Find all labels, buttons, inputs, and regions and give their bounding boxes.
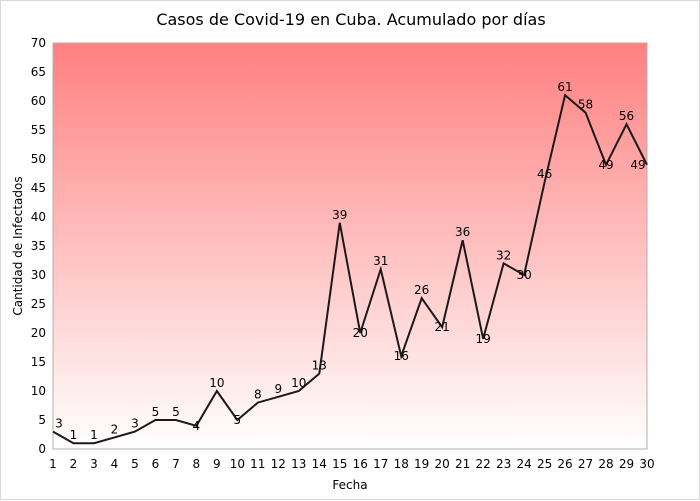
x-tick-label: 18 [394,457,409,471]
x-tick-label: 20 [435,457,450,471]
data-label: 13 [312,359,327,373]
data-label: 30 [516,268,531,282]
x-tick-label: 2 [70,457,78,471]
x-tick-label: 29 [619,457,634,471]
data-label: 39 [332,208,347,222]
y-tick-label: 45 [31,181,46,195]
y-tick-label: 50 [31,152,46,166]
x-tick-label: 3 [90,457,98,471]
y-tick-label: 0 [38,442,46,456]
data-label: 19 [475,332,490,346]
data-label: 56 [619,109,634,123]
data-label: 46 [537,167,552,181]
data-label: 10 [209,376,224,390]
data-label: 10 [291,376,306,390]
x-tick-label: 8 [193,457,201,471]
data-label: 20 [353,326,368,340]
data-label: 5 [172,405,180,419]
x-tick-label: 27 [578,457,593,471]
x-tick-label: 28 [598,457,613,471]
x-tick-label: 14 [312,457,327,471]
x-axis-title: Fecha [332,478,367,492]
chart-title: Casos de Covid-19 en Cuba. Acumulado por… [156,10,545,29]
y-tick-label: 55 [31,123,46,137]
x-tick-label: 15 [332,457,347,471]
data-label: 31 [373,254,388,268]
y-tick-label: 10 [31,384,46,398]
data-label: 58 [578,98,593,112]
x-tick-label: 6 [152,457,160,471]
x-tick-label: 25 [537,457,552,471]
x-tick-label: 24 [516,457,531,471]
data-label: 1 [90,428,98,442]
x-tick-label: 19 [414,457,429,471]
x-tick-label: 10 [230,457,245,471]
y-axis: 0 5 10 15 20 25 30 35 40 45 50 55 60 65 70 [31,36,46,456]
x-tick-label: 9 [213,457,221,471]
data-label: 49 [598,158,613,172]
data-label: 4 [193,419,201,433]
x-tick-label: 1 [49,457,57,471]
data-label: 16 [394,349,409,363]
data-label: 61 [557,80,572,94]
x-tick-label: 5 [131,457,139,471]
data-label: 9 [274,382,282,396]
y-tick-label: 5 [38,413,46,427]
x-axis: 1 2 3 4 5 6 7 8 9 10 11 12 13 14 15 16 17 18 19 20 21 22 23 24 2… [49,457,654,471]
data-label: 3 [55,417,63,431]
y-tick-label: 40 [31,210,46,224]
data-label: 1 [70,428,78,442]
x-tick-label: 22 [475,457,490,471]
data-label: 32 [496,248,511,262]
x-tick-label: 4 [111,457,119,471]
x-tick-label: 16 [353,457,368,471]
x-tick-label: 30 [639,457,654,471]
x-tick-label: 17 [373,457,388,471]
data-label: 5 [152,405,160,419]
x-tick-label: 23 [496,457,511,471]
x-tick-label: 21 [455,457,470,471]
plot-area [52,42,648,450]
data-label: 36 [455,225,470,239]
y-tick-label: 70 [31,36,46,50]
data-label: 21 [435,320,450,334]
data-label: 8 [254,388,262,402]
y-tick-label: 20 [31,326,46,340]
y-tick-label: 35 [31,239,46,253]
data-label: 5 [234,413,242,427]
y-tick-label: 60 [31,94,46,108]
x-tick-label: 26 [557,457,572,471]
data-label: 2 [111,422,119,436]
data-label: 26 [414,283,429,297]
y-tick-label: 30 [31,268,46,282]
x-tick-label: 11 [250,457,265,471]
y-tick-label: 15 [31,355,46,369]
data-label: 49 [630,158,645,172]
y-tick-label: 65 [31,65,46,79]
series-line [52,93,648,445]
x-tick-label: 13 [291,457,306,471]
data-label: 3 [131,417,139,431]
x-tick-label: 12 [271,457,286,471]
y-axis-title: Cantidad de Infectados [11,176,25,315]
x-tick-label: 7 [172,457,180,471]
y-tick-label: 25 [31,297,46,311]
